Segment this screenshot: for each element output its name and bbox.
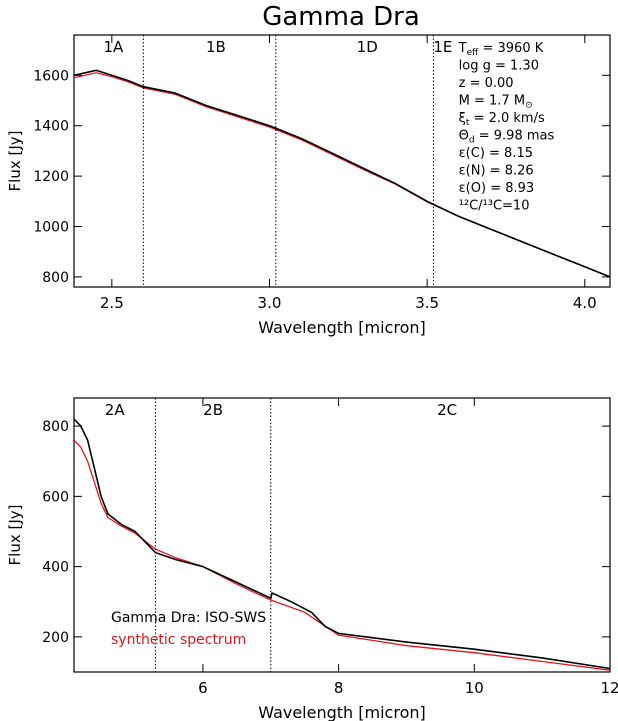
plot-frame <box>73 34 611 288</box>
x-tick-label: 2.5 <box>100 294 124 312</box>
y-tick-label: 1400 <box>33 119 69 135</box>
parameter-line: ε(N) = 8.26 <box>459 164 534 179</box>
x-tick-label: 6 <box>198 679 208 697</box>
legend-synthetic: synthetic spectrum <box>111 632 246 648</box>
chart-title: Gamma Dra <box>262 2 420 32</box>
parameter-line: ε(O) = 8.93 <box>459 181 535 196</box>
y-tick-label: 1600 <box>33 68 69 84</box>
parameter-line: ¹²C/¹³C=10 <box>459 199 530 214</box>
x-axis-label: Wavelength [micron] <box>258 318 425 337</box>
band-label: 1E <box>433 38 452 56</box>
parameter-line: z = 0.00 <box>459 76 514 91</box>
x-tick-label: 4.0 <box>573 294 597 312</box>
y-tick-label: 800 <box>42 419 69 435</box>
parameter-line: M = 1.7 M⊙ <box>459 94 533 111</box>
y-tick-label: 600 <box>42 489 69 505</box>
y-tick-label: 200 <box>42 630 69 646</box>
parameter-line: ξt = 2.0 km/s <box>459 111 545 128</box>
series-synthetic-line <box>74 439 610 671</box>
parameter-line: Θd = 9.98 mas <box>459 129 555 146</box>
band-label: 1D <box>357 38 378 56</box>
series-observed-line <box>74 418 610 670</box>
y-axis-label: Flux [Jy] <box>6 505 24 566</box>
band-label: 1B <box>206 38 226 56</box>
plot-frame <box>73 397 611 673</box>
x-axis-label: Wavelength [micron] <box>258 703 425 721</box>
x-tick-label: 10 <box>465 679 484 697</box>
band-label: 2C <box>437 401 457 419</box>
x-tick-label: 8 <box>334 679 344 697</box>
panel-top-spectrum: 2.5 3.0 3.5 4.0 800 1000 1200 1400 1600 Wavelengt… <box>6 34 611 337</box>
y-tick-label: 1000 <box>33 220 69 236</box>
y-tick-label: 400 <box>42 560 69 576</box>
x-tick-label: 3.0 <box>258 294 282 312</box>
band-label: 2B <box>203 401 223 419</box>
x-tick-label: 12 <box>600 679 618 697</box>
band-label: 1A <box>104 38 125 56</box>
panel-bottom-spectrum: 6 8 10 12 200 400 600 800 Wavelength [micron] Flu… <box>6 397 618 721</box>
x-tick-label: 3.5 <box>415 294 439 312</box>
parameter-line: ε(C) = 8.15 <box>459 146 533 161</box>
parameter-line: Teff = 3960 K <box>458 41 544 58</box>
legend-observed: Gamma Dra: ISO-SWS <box>111 610 266 626</box>
y-axis-label: Flux [Jy] <box>6 131 24 192</box>
series-observed-line <box>74 69 610 278</box>
band-label: 2A <box>105 401 126 419</box>
y-tick-label: 800 <box>42 270 69 286</box>
y-tick-label: 1200 <box>33 169 69 185</box>
parameter-line: log g = 1.30 <box>459 59 539 74</box>
